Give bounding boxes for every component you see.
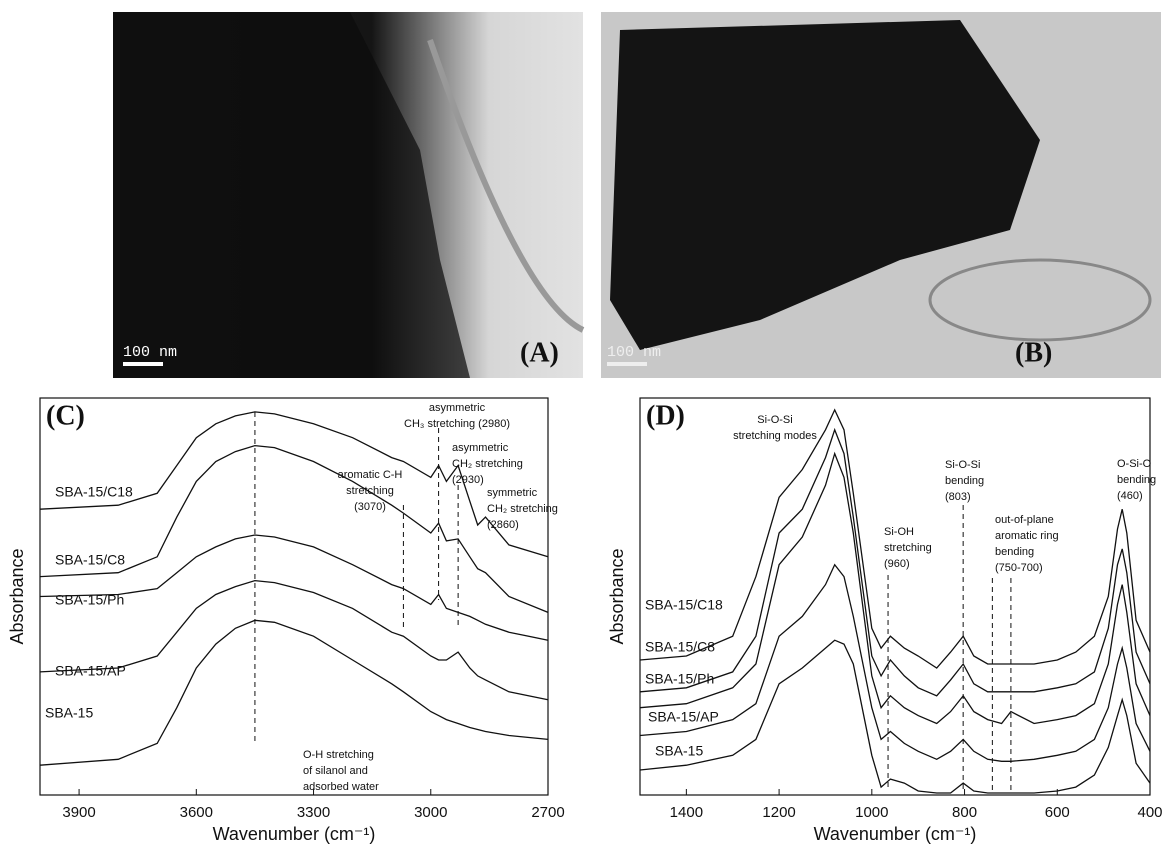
panel-label: (C) — [46, 400, 85, 431]
annotation: (2930) — [452, 474, 484, 486]
series-label: SBA-15/C18 — [645, 597, 723, 613]
annotation: stretching modes — [733, 430, 817, 442]
x-tick-label: 3900 — [62, 804, 95, 821]
x-tick-label: 1000 — [855, 804, 888, 821]
annotation: (803) — [945, 491, 971, 503]
image-b: 100 nm (B) — [601, 12, 1161, 378]
spectrum-line — [640, 454, 1150, 724]
annotation: bending — [1117, 474, 1156, 486]
annotation: CH₃ stretching (2980) — [404, 418, 510, 430]
annotation: bending — [945, 475, 984, 487]
annotation: (960) — [884, 558, 910, 570]
series-label: SBA-15/AP — [55, 663, 126, 679]
image-a: 100 nm (A) — [113, 12, 583, 378]
annotation: (750-700) — [995, 562, 1043, 574]
annotation: Si-OH — [884, 526, 914, 538]
spectrum-line — [640, 565, 1150, 762]
annotation: asymmetric — [429, 402, 486, 414]
series-label: SBA-15/Ph — [645, 671, 714, 687]
x-tick-label: 600 — [1045, 804, 1070, 821]
annotation: out-of-plane — [995, 514, 1054, 526]
scale-bar-label: 100 nm — [607, 344, 661, 361]
series-label: SBA-15/C18 — [55, 484, 133, 500]
y-axis-label: Absorbance — [7, 548, 27, 644]
annotation: bending — [995, 546, 1034, 558]
figure: 100 nm (A) 100 nm (B) 3900 3600 3300 3000 27… — [0, 0, 1164, 846]
annotation: adsorbed water — [303, 781, 379, 793]
annotation: (3070) — [354, 501, 386, 513]
annotation: of silanol and — [303, 765, 368, 777]
annotation: Si-O-Si — [945, 459, 980, 471]
annotation: O-Si-O — [1117, 458, 1152, 470]
image-label: (B) — [1015, 337, 1052, 368]
x-tick-label: 800 — [952, 804, 977, 821]
x-tick-label: 3300 — [297, 804, 330, 821]
series-label: SBA-15 — [655, 743, 703, 759]
annotation: symmetric — [487, 487, 538, 499]
panel-label: (D) — [646, 400, 685, 431]
annotation: CH₂ stretching — [452, 458, 523, 470]
x-axis-label: Wavenumber (cm⁻¹) — [213, 824, 376, 844]
scale-bar-label: 100 nm — [123, 344, 177, 361]
series-label: SBA-15/C8 — [645, 639, 715, 655]
annotation: O-H stretching — [303, 749, 374, 761]
annotation: aromatic C-H — [338, 469, 403, 481]
series-label: SBA-15/AP — [648, 709, 719, 725]
annotation: CH₂ stretching — [487, 503, 558, 515]
y-axis-label: Absorbance — [607, 548, 627, 644]
series-label: SBA-15/C8 — [55, 552, 125, 568]
series-label: SBA-15 — [45, 705, 93, 721]
x-tick-label: 3600 — [180, 804, 213, 821]
annotation: (2860) — [487, 519, 519, 531]
x-tick-label: 1400 — [670, 804, 703, 821]
spectrum-line — [640, 410, 1150, 668]
annotation: stretching — [346, 485, 394, 497]
spectrum-line — [40, 620, 548, 765]
series-label: SBA-15/Ph — [55, 592, 124, 608]
x-tick-label: 2700 — [531, 804, 564, 821]
annotation: Si-O-Si — [757, 414, 792, 426]
x-tick-label: 1200 — [762, 804, 795, 821]
annotation: aromatic ring — [995, 530, 1059, 542]
x-tick-label: 400 — [1137, 804, 1162, 821]
x-axis-label: Wavenumber (cm⁻¹) — [814, 824, 977, 844]
annotation: (460) — [1117, 490, 1143, 502]
x-tick-label: 3000 — [414, 804, 447, 821]
annotation: asymmetric — [452, 442, 509, 454]
image-label: (A) — [520, 337, 559, 368]
annotation: stretching — [884, 542, 932, 554]
